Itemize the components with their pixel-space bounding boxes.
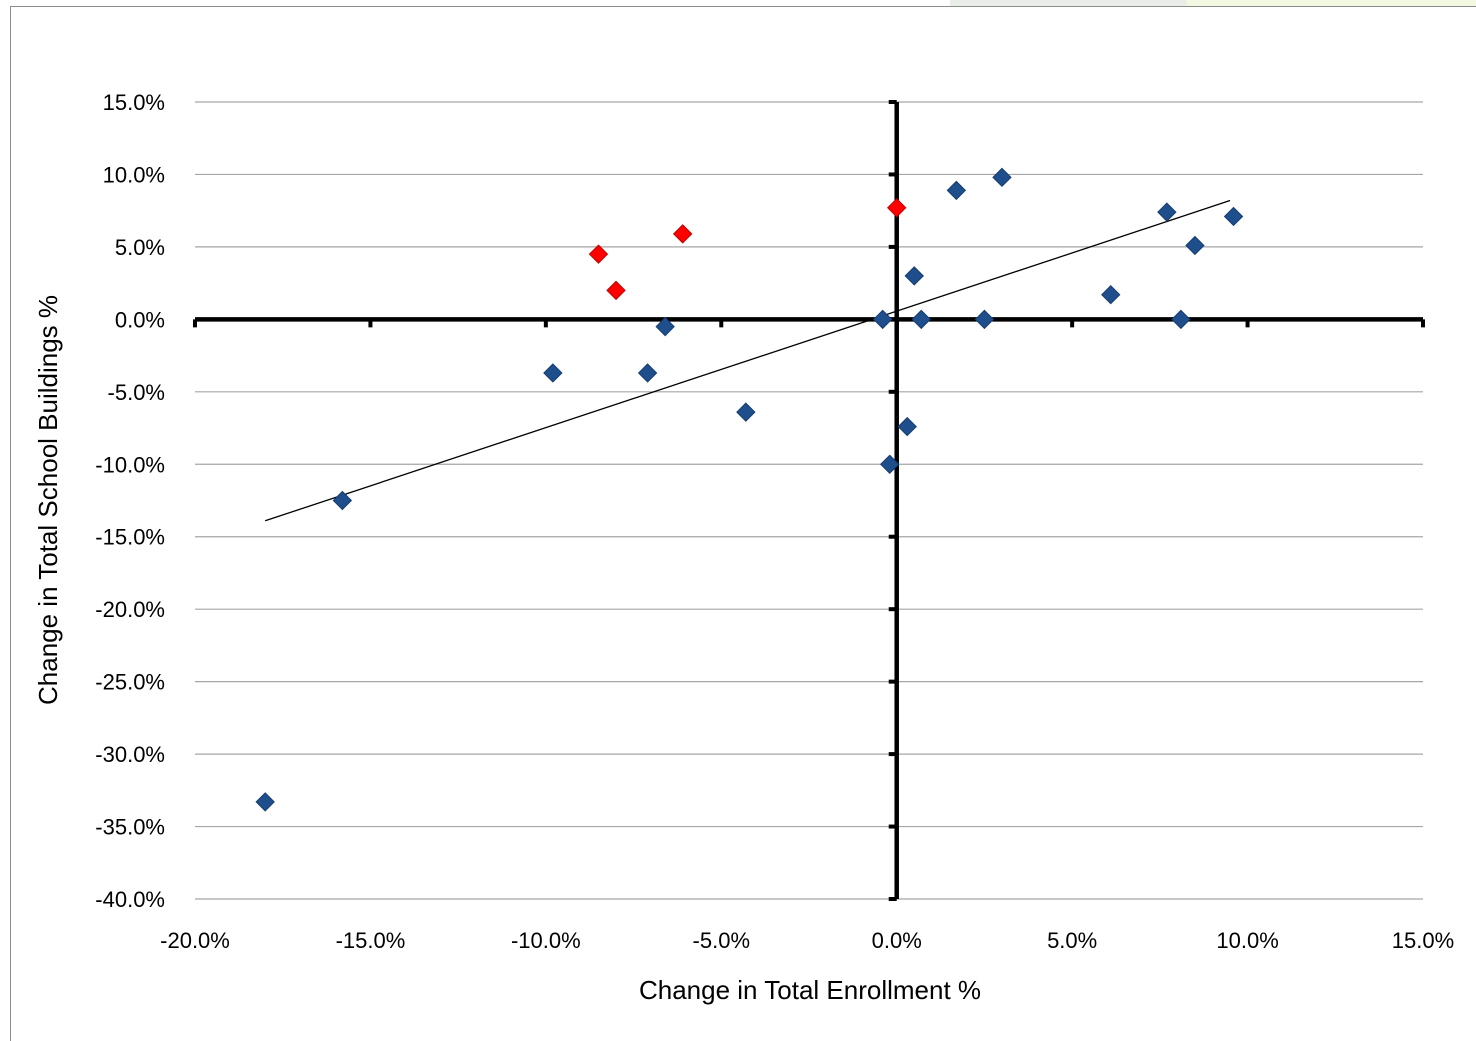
data-point-blue	[879, 454, 900, 474]
data-point-red	[606, 280, 626, 301]
data-point-blue	[543, 363, 563, 383]
x-tick-label: -10.0%	[511, 928, 581, 953]
x-tick-label: -20.0%	[160, 928, 230, 953]
y-tick-label: -30.0%	[95, 742, 165, 767]
data-point-blue	[974, 309, 995, 330]
data-point-blue	[1101, 285, 1121, 305]
data-point-blue	[897, 416, 917, 437]
data-point-blue	[736, 402, 756, 422]
data-point-blue	[1171, 309, 1191, 330]
data-point-blue	[1185, 235, 1205, 256]
data-point-blue	[637, 363, 658, 383]
data-point-blue	[946, 180, 967, 201]
data-point-blue	[1223, 206, 1244, 227]
x-tick-label: -15.0%	[336, 928, 406, 953]
data-point-red	[672, 224, 693, 244]
data-point-blue	[911, 309, 931, 330]
y-tick-label: -15.0%	[95, 525, 165, 550]
trendline-group	[264, 199, 1231, 522]
data-point-red	[887, 198, 907, 218]
trendline	[264, 199, 1231, 522]
data-point-blue	[904, 266, 924, 286]
data-point-blue	[872, 309, 893, 330]
y-tick-label: 5.0%	[115, 235, 165, 260]
data-point-blue	[1157, 202, 1177, 222]
background-strip	[950, 0, 1476, 6]
y-tick-label: -35.0%	[95, 815, 165, 840]
y-tick-label: 0.0%	[115, 307, 165, 332]
axes	[193, 100, 1425, 901]
y-tick-label: -10.0%	[95, 452, 165, 477]
gridlines	[195, 101, 1423, 900]
data-points	[255, 167, 1244, 812]
data-point-blue	[992, 167, 1012, 188]
chart-area	[10, 6, 1476, 1041]
y-tick-label: -25.0%	[95, 670, 165, 695]
y-axis-title: Change in Total School Buildings %	[33, 295, 63, 705]
y-tick-labels: 15.0% 10.0% 5.0% 0.0% -5.0% -10.0% -15.0% -20.0…	[95, 90, 165, 912]
x-axis-title: Change in Total Enrollment %	[639, 975, 981, 1005]
y-tick-label: 15.0%	[103, 90, 165, 115]
y-tick-label: -20.0%	[95, 597, 165, 622]
y-tick-label: 10.0%	[103, 162, 165, 187]
x-tick-labels: -20.0% -15.0% -10.0% -5.0% 0.0% 5.0% 10.0% 15.0…	[160, 928, 1454, 953]
x-tick-label: 10.0%	[1216, 928, 1278, 953]
data-point-red	[588, 244, 609, 264]
y-tick-label: -5.0%	[108, 380, 165, 405]
data-point-blue	[255, 792, 275, 812]
x-tick-label: 15.0%	[1392, 928, 1454, 953]
x-tick-label: -5.0%	[693, 928, 750, 953]
data-point-blue	[655, 316, 675, 337]
y-tick-label: -40.0%	[95, 887, 165, 912]
data-point-blue	[332, 490, 353, 511]
x-tick-label: 5.0%	[1047, 928, 1097, 953]
x-tick-label: 0.0%	[872, 928, 922, 953]
